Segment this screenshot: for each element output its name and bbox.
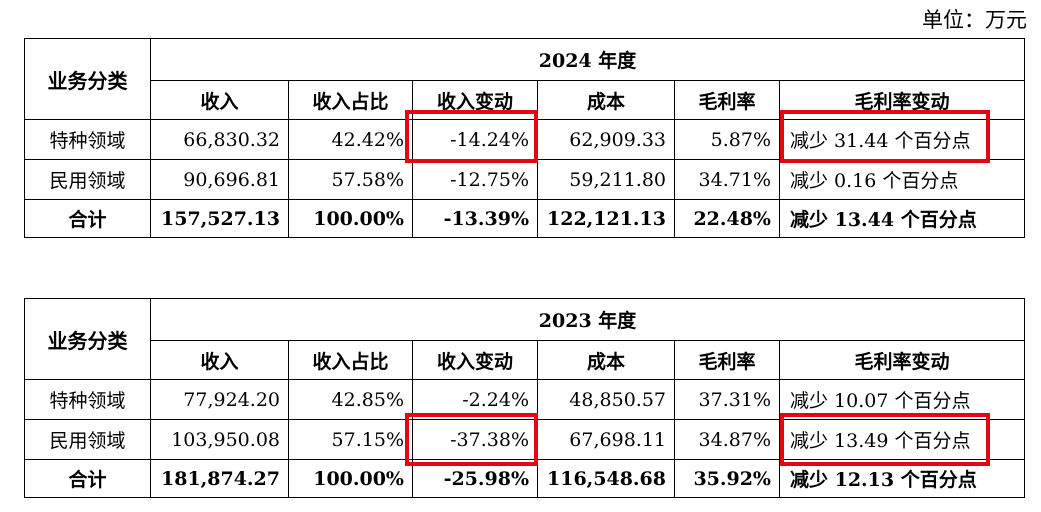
table-row: 民用领域 103,950.08 57.15% -37.38% 67,698.11… (24, 419, 1026, 460)
category-cell: 特种领域 (24, 119, 151, 160)
share-cell: 57.58% (288, 159, 413, 200)
total-share-cell: 100.00% (288, 199, 413, 238)
total-margin-change-cell: 减少 13.44 个百分点 (778, 199, 1026, 238)
highlight-box-2023-revenue-change (405, 413, 538, 466)
gross-margin-cell: 37.31% (674, 379, 780, 420)
category-cell: 民用领域 (24, 419, 151, 460)
revenue-cell: 103,950.08 (150, 419, 289, 460)
revenue-cell: 77,924.20 (150, 379, 289, 420)
year-label: 2023 年度 (149, 298, 1026, 341)
table-row: 民用领域 90,696.81 57.58% -12.75% 59,211.80 … (24, 159, 1026, 200)
total-label: 合计 (24, 459, 151, 498)
col-header-gross-margin: 毛利率 (674, 80, 780, 120)
highlight-box-2024-revenue-change (405, 110, 538, 163)
cost-cell: 59,211.80 (537, 159, 675, 200)
margin-change-cell: 减少 0.16 个百分点 (778, 159, 1026, 200)
cost-cell: 48,850.57 (537, 379, 675, 420)
unit-label: 单位：万元 (922, 8, 1027, 32)
cost-cell: 67,698.11 (537, 419, 675, 460)
col-header-revenue: 收入 (150, 80, 289, 120)
total-revenue-change-cell: -13.39% (412, 199, 538, 238)
col-header-share: 收入占比 (288, 80, 413, 120)
column-header-row: 收入 收入占比 收入变动 成本 毛利率 毛利率变动 (25, 80, 1026, 120)
total-gross-margin-cell: 35.92% (674, 459, 780, 498)
category-header: 业务分类 (24, 298, 151, 380)
col-header-share: 收入占比 (288, 340, 413, 380)
highlight-box-2023-margin-change (780, 413, 990, 466)
col-header-cost: 成本 (537, 80, 675, 120)
col-header-revenue-change: 收入变动 (412, 340, 538, 380)
share-cell: 57.15% (288, 419, 413, 460)
gross-margin-cell: 34.71% (674, 159, 780, 200)
category-cell: 特种领域 (24, 379, 151, 420)
year-row: 业务分类 2023 年度 (24, 298, 1026, 380)
category-header: 业务分类 (24, 38, 151, 120)
share-cell: 42.42% (288, 119, 413, 160)
year-row: 业务分类 2024 年度 (24, 38, 1026, 120)
total-label: 合计 (24, 199, 151, 238)
category-cell: 民用领域 (24, 159, 151, 200)
total-revenue-cell: 181,874.27 (150, 459, 289, 498)
total-revenue-cell: 157,527.13 (150, 199, 289, 238)
table-2024: 业务分类 2024 年度 收入 收入占比 收入变动 成本 毛利率 毛利率变动 特… (24, 38, 1026, 238)
total-cost-cell: 122,121.13 (537, 199, 675, 238)
total-gross-margin-cell: 22.48% (674, 199, 780, 238)
revenue-change-cell: -37.38% (412, 419, 538, 460)
gross-margin-cell: 34.87% (674, 419, 780, 460)
col-header-revenue: 收入 (150, 340, 289, 380)
margin-change-cell: 减少 13.49 个百分点 (778, 419, 1026, 460)
col-header-margin-change: 毛利率变动 (778, 340, 1026, 380)
total-row: 合计 157,527.13 100.00% -13.39% 122,121.13… (24, 199, 1026, 238)
column-header-row: 收入 收入占比 收入变动 成本 毛利率 毛利率变动 (25, 340, 1026, 380)
revenue-change-cell: -12.75% (412, 159, 538, 200)
total-cost-cell: 116,548.68 (537, 459, 675, 498)
revenue-cell: 66,830.32 (150, 119, 289, 160)
col-header-gross-margin: 毛利率 (674, 340, 780, 380)
col-header-cost: 成本 (537, 340, 675, 380)
gross-margin-cell: 5.87% (674, 119, 780, 160)
revenue-cell: 90,696.81 (150, 159, 289, 200)
cost-cell: 62,909.33 (537, 119, 675, 160)
table-row: 特种领域 66,830.32 42.42% -14.24% 62,909.33 … (24, 119, 1026, 160)
total-share-cell: 100.00% (288, 459, 413, 498)
highlight-box-2024-margin-change (780, 110, 990, 163)
table-2023: 业务分类 2023 年度 收入 收入占比 收入变动 成本 毛利率 毛利率变动 特… (24, 298, 1026, 498)
share-cell: 42.85% (288, 379, 413, 420)
margin-change-cell: 减少 31.44 个百分点 (778, 119, 1026, 160)
year-label: 2024 年度 (149, 38, 1026, 81)
